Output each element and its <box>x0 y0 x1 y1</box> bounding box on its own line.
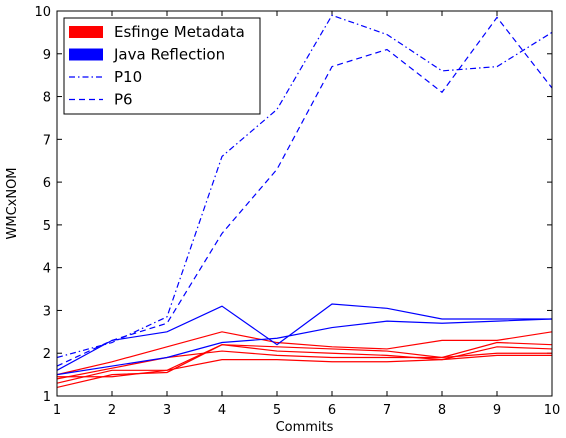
series-line-p10 <box>56 14 553 359</box>
legend-label-p6: P6 <box>114 91 133 109</box>
y-tick-label: 7 <box>43 133 51 148</box>
series-line-esfinge-metadata <box>56 344 553 384</box>
y-tick-label: 4 <box>43 262 51 277</box>
y-tick-label: 1 <box>43 390 51 405</box>
y-tick-label: 8 <box>43 91 51 106</box>
x-tick-label: 2 <box>108 403 116 418</box>
y-tick-label: 10 <box>34 5 51 20</box>
y-tick-label: 2 <box>43 347 51 362</box>
y-tick-label: 9 <box>43 48 51 63</box>
series-line-esfinge-metadata <box>56 331 553 376</box>
y-axis-label: WMCxNOM <box>5 167 20 239</box>
series-lines <box>56 14 553 389</box>
legend: Esfinge Metadata Java Reflection P10 P6 <box>63 17 261 115</box>
x-tick-label: 3 <box>163 403 171 418</box>
x-ticks: 1 2 3 4 5 6 7 8 9 10 <box>53 11 560 418</box>
x-tick-label: 9 <box>493 403 501 418</box>
series-line-java-reflection <box>56 318 553 376</box>
x-tick-label: 8 <box>438 403 446 418</box>
legend-swatch-java-reflection <box>69 48 103 61</box>
plot-frame <box>56 10 553 397</box>
x-axis-label: Commits <box>276 420 334 435</box>
legend-label-esfinge-metadata: Esfinge Metadata <box>114 23 245 41</box>
series-line-java-reflection <box>56 303 552 371</box>
y-tick-label: 3 <box>43 304 51 319</box>
series-line-esfinge-metadata <box>56 350 552 380</box>
y-ticks: 1 2 3 4 5 6 7 8 9 10 <box>34 5 552 405</box>
x-tick-label: 7 <box>383 403 391 418</box>
x-tick-label: 1 <box>53 403 61 418</box>
x-tick-label: 10 <box>544 403 561 418</box>
x-tick-label: 5 <box>273 403 281 418</box>
y-tick-label: 5 <box>43 219 51 234</box>
legend-label-p10: P10 <box>114 68 142 86</box>
y-tick-label: 6 <box>43 176 51 191</box>
legend-label-java-reflection: Java Reflection <box>113 46 225 64</box>
x-tick-label: 6 <box>328 403 336 418</box>
series-line-esfinge-metadata <box>57 354 552 378</box>
x-tick-label: 4 <box>218 403 226 418</box>
legend-swatch-esfinge-metadata <box>69 26 103 38</box>
